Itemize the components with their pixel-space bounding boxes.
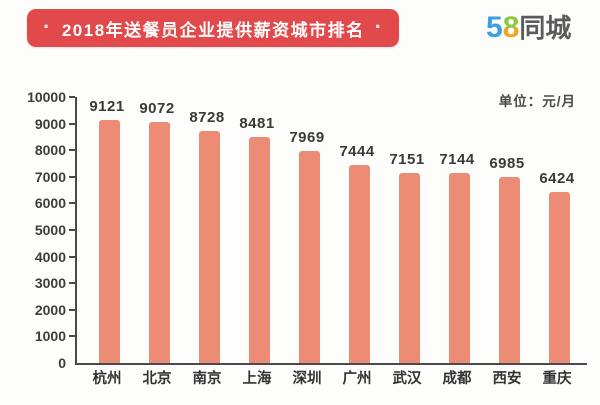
page-title: 2018年送餐员企业提供薪资城市排名 xyxy=(61,20,365,40)
y-tick-label: 0 xyxy=(58,355,66,371)
badge-right-dot: · xyxy=(374,14,384,39)
y-tick-label: 5000 xyxy=(34,222,66,238)
bar xyxy=(348,165,370,363)
y-tick-mark xyxy=(69,175,75,178)
y-tick-mark xyxy=(69,122,75,125)
x-tick-label: 深圳 xyxy=(292,371,322,387)
bar-value-label: 6424 xyxy=(539,170,575,187)
logo-8: 8 xyxy=(503,11,520,44)
title-badge: · 2018年送餐员企业提供薪资城市排名 · xyxy=(27,9,400,47)
bar xyxy=(198,131,220,363)
y-tick-mark xyxy=(69,282,75,285)
x-tick-label: 重庆 xyxy=(542,371,572,387)
y-tick-mark xyxy=(69,202,75,205)
logo-name: 同城 xyxy=(519,13,571,43)
bar-value-label: 6985 xyxy=(489,155,525,172)
bar-value-label: 8728 xyxy=(189,109,225,126)
x-tick-label: 西安 xyxy=(492,371,522,387)
y-tick-label: 6000 xyxy=(34,195,66,212)
y-tick-label: 8000 xyxy=(34,142,66,159)
bar xyxy=(98,120,120,363)
y-tick-mark xyxy=(69,255,75,258)
bar xyxy=(298,151,320,363)
bar xyxy=(248,137,270,363)
bar-value-label: 9121 xyxy=(89,98,125,115)
plot-area xyxy=(75,97,587,365)
logo-58tongcheng: 58同城 xyxy=(486,11,571,44)
x-tick-label: 南京 xyxy=(192,371,222,387)
y-tick-mark xyxy=(69,149,75,152)
y-tick-label: 3000 xyxy=(34,275,66,292)
x-tick-label: 北京 xyxy=(142,371,172,387)
badge-left-dot: · xyxy=(43,14,52,39)
y-tick-mark xyxy=(69,96,75,98)
y-tick-mark xyxy=(69,308,75,311)
y-tick-label: 7000 xyxy=(34,168,66,185)
bar-value-label: 9072 xyxy=(139,100,175,117)
bar xyxy=(398,173,420,363)
y-tick-label: 4000 xyxy=(34,248,66,265)
bar xyxy=(148,122,170,363)
y-tick-mark xyxy=(69,335,75,338)
x-tick-label: 成都 xyxy=(442,371,472,387)
bar-value-label: 7444 xyxy=(339,143,375,160)
y-tick-mark xyxy=(69,229,75,231)
bar-value-label: 8481 xyxy=(239,115,275,132)
bar xyxy=(548,192,570,363)
unit-label: 单位：元/月 xyxy=(498,94,576,109)
x-tick-label: 广州 xyxy=(342,371,372,387)
y-tick-label: 10000 xyxy=(27,89,66,105)
y-tick-label: 9000 xyxy=(34,115,66,132)
y-tick-label: 1000 xyxy=(34,328,66,345)
x-tick-label: 上海 xyxy=(242,371,272,387)
y-tick-label: 2000 xyxy=(34,301,66,318)
bar-value-label: 7969 xyxy=(289,129,325,146)
bar-value-label: 7144 xyxy=(439,151,475,168)
svg-text:58同城: 58同城 xyxy=(486,11,571,44)
bar xyxy=(448,173,470,363)
x-tick-label: 杭州 xyxy=(92,371,122,387)
logo-5: 5 xyxy=(486,11,503,44)
x-tick-label: 武汉 xyxy=(392,371,422,387)
bar xyxy=(498,177,520,363)
bar-value-label: 7151 xyxy=(389,151,425,168)
